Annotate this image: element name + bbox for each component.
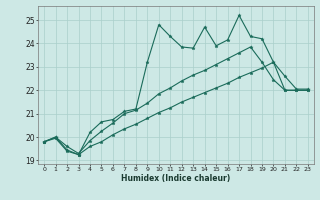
X-axis label: Humidex (Indice chaleur): Humidex (Indice chaleur) bbox=[121, 174, 231, 183]
